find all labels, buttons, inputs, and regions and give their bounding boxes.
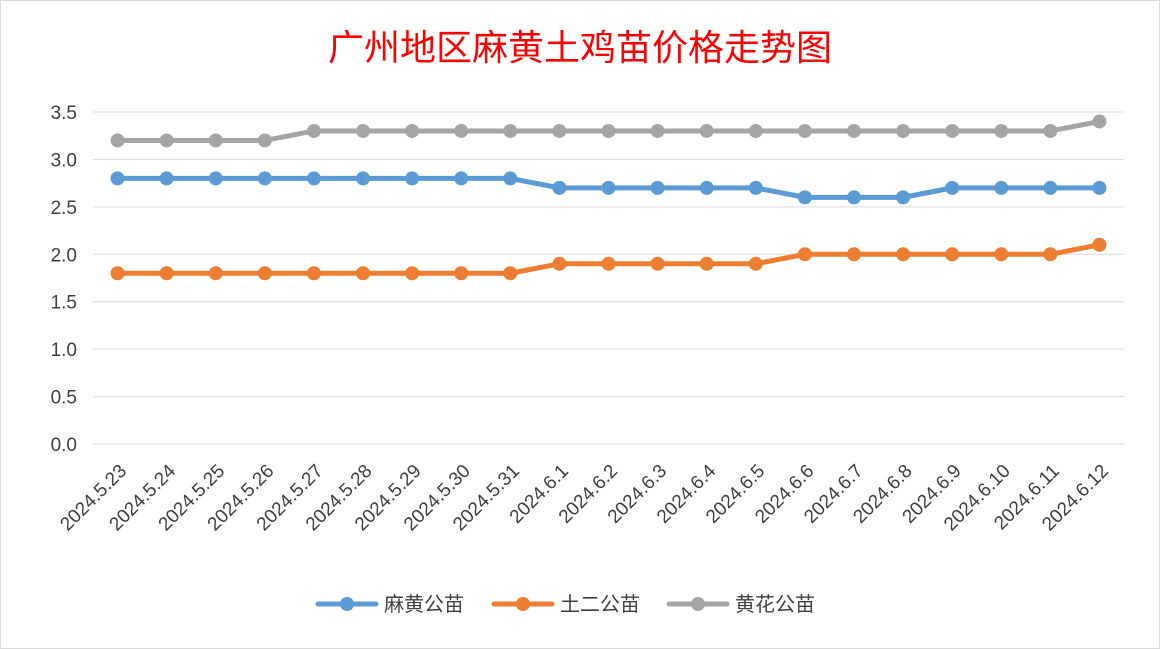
series-1 bbox=[110, 237, 1107, 281]
data-point bbox=[110, 171, 125, 186]
data-point bbox=[405, 171, 420, 186]
data-point bbox=[650, 256, 665, 271]
data-point bbox=[503, 266, 518, 281]
legend-swatch-marker bbox=[516, 597, 530, 611]
data-point bbox=[994, 180, 1009, 195]
series-0 bbox=[110, 171, 1107, 205]
data-point bbox=[405, 266, 420, 281]
data-point bbox=[257, 133, 272, 148]
data-point bbox=[257, 171, 272, 186]
data-point bbox=[503, 171, 518, 186]
data-point bbox=[1092, 180, 1107, 195]
data-point bbox=[159, 171, 174, 186]
legend-swatch-marker bbox=[691, 597, 705, 611]
series-2 bbox=[110, 114, 1107, 148]
data-point bbox=[945, 247, 960, 262]
y-tick-label: 0.5 bbox=[51, 388, 77, 409]
data-point bbox=[405, 123, 420, 138]
data-point bbox=[356, 123, 371, 138]
data-point bbox=[896, 247, 911, 262]
y-axis-ticks: 0.0 0.5 1.0 1.5 2.0 2.5 3.0 3.5 bbox=[51, 103, 77, 456]
data-point bbox=[945, 180, 960, 195]
data-point bbox=[1043, 247, 1058, 262]
data-point bbox=[503, 123, 518, 138]
data-point bbox=[159, 133, 174, 148]
y-tick-label: 2.5 bbox=[51, 198, 77, 219]
chart-title: 广州地区麻黄土鸡苗价格走势图 bbox=[328, 28, 832, 69]
data-point bbox=[1092, 237, 1107, 252]
legend-label: 麻黄公苗 bbox=[384, 592, 464, 616]
legend-item: 麻黄公苗 bbox=[315, 592, 464, 616]
data-point bbox=[748, 123, 763, 138]
data-point bbox=[552, 180, 567, 195]
data-point bbox=[356, 171, 371, 186]
data-point bbox=[454, 266, 469, 281]
grid-lines bbox=[93, 111, 1124, 445]
data-point bbox=[896, 123, 911, 138]
y-tick-label: 3.5 bbox=[51, 103, 77, 124]
y-tick-label: 1.0 bbox=[51, 340, 77, 361]
data-point bbox=[797, 247, 812, 262]
data-point bbox=[208, 266, 223, 281]
data-point bbox=[306, 123, 321, 138]
legend: 麻黄公苗 土二公苗 黄花公苗 bbox=[315, 592, 815, 616]
data-point bbox=[945, 123, 960, 138]
series-group bbox=[110, 114, 1107, 281]
legend-swatch-marker bbox=[340, 597, 354, 611]
data-point bbox=[208, 171, 223, 186]
data-point bbox=[601, 256, 616, 271]
data-point bbox=[846, 247, 861, 262]
data-point bbox=[699, 123, 714, 138]
data-point bbox=[552, 123, 567, 138]
data-point bbox=[1043, 123, 1058, 138]
data-point bbox=[1092, 114, 1107, 129]
data-point bbox=[454, 123, 469, 138]
x-axis-ticks: 2024.5.232024.5.242024.5.252024.5.262024… bbox=[56, 460, 1113, 535]
data-point bbox=[601, 123, 616, 138]
data-point bbox=[110, 266, 125, 281]
data-point bbox=[650, 123, 665, 138]
data-point bbox=[1043, 180, 1058, 195]
legend-label: 土二公苗 bbox=[560, 592, 640, 616]
y-tick-label: 0.0 bbox=[51, 435, 77, 456]
legend-label: 黄花公苗 bbox=[735, 592, 815, 616]
data-point bbox=[601, 180, 616, 195]
data-point bbox=[650, 180, 665, 195]
data-point bbox=[208, 133, 223, 148]
data-point bbox=[159, 266, 174, 281]
data-point bbox=[748, 180, 763, 195]
data-point bbox=[748, 256, 763, 271]
data-point bbox=[110, 133, 125, 148]
data-point bbox=[797, 123, 812, 138]
data-point bbox=[552, 256, 567, 271]
data-point bbox=[797, 190, 812, 205]
data-point bbox=[896, 190, 911, 205]
data-point bbox=[994, 123, 1009, 138]
legend-item: 土二公苗 bbox=[491, 592, 640, 616]
data-point bbox=[846, 123, 861, 138]
legend-item: 黄花公苗 bbox=[666, 592, 815, 616]
data-point bbox=[846, 190, 861, 205]
data-point bbox=[257, 266, 272, 281]
data-point bbox=[699, 180, 714, 195]
data-point bbox=[994, 247, 1009, 262]
data-point bbox=[356, 266, 371, 281]
y-tick-label: 1.5 bbox=[51, 293, 77, 314]
y-tick-label: 2.0 bbox=[51, 245, 77, 266]
data-point bbox=[454, 171, 469, 186]
data-point bbox=[699, 256, 714, 271]
y-tick-label: 3.0 bbox=[51, 150, 77, 171]
data-point bbox=[306, 171, 321, 186]
data-point bbox=[306, 266, 321, 281]
